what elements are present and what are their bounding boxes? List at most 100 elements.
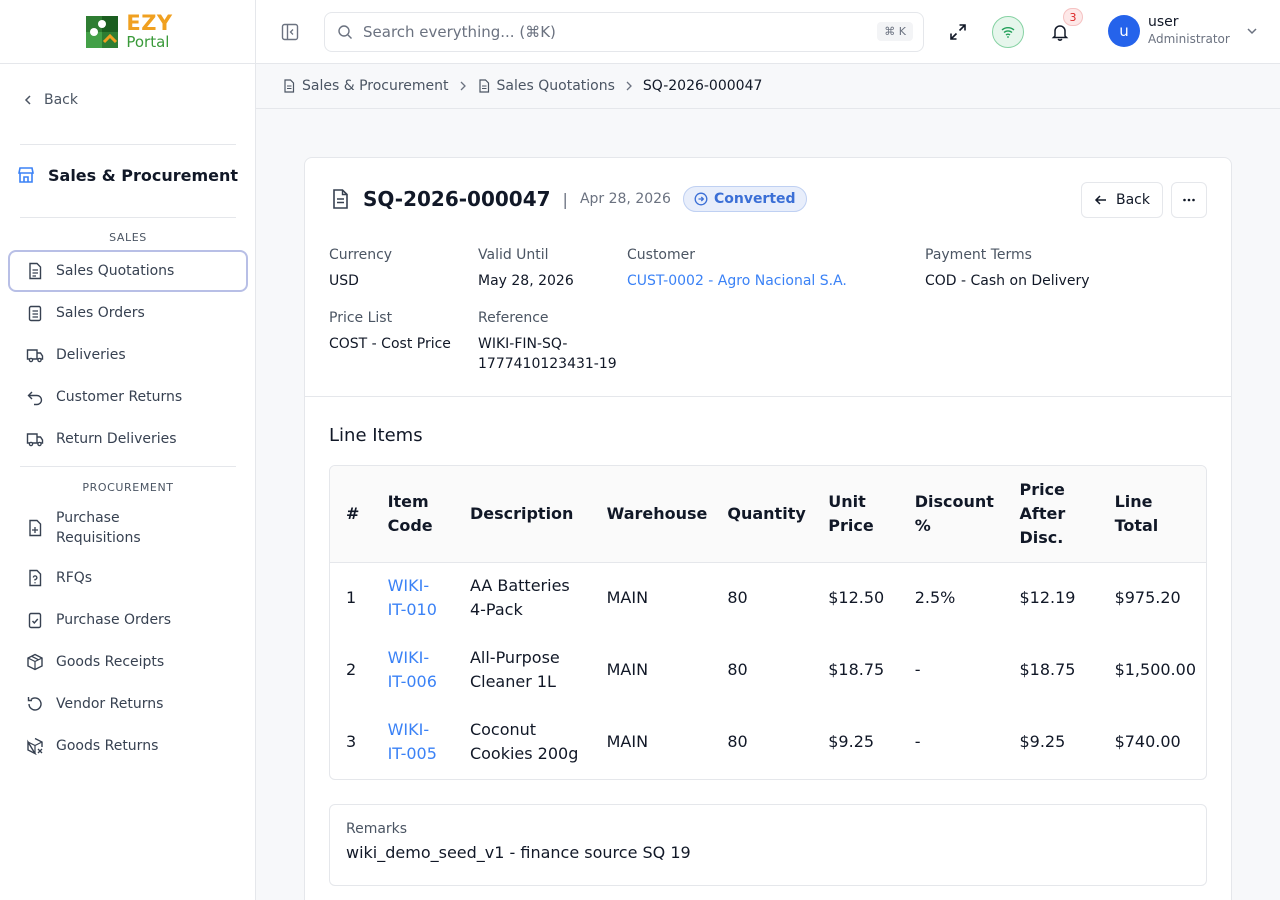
cell-price-after: $18.75 [1019,660,1076,679]
breadcrumb-item-sales-quotations[interactable]: Sales Quotations [477,78,615,94]
document-icon [26,262,44,280]
column-header: Line Total [1104,466,1206,563]
sidebar-item-return-deliveries[interactable]: Return Deliveries [8,428,248,450]
item-code-text: WIKI-IT-006 [387,648,437,691]
column-header: Warehouse [596,466,718,563]
puzzle-logo-icon [86,15,119,48]
item-code-text: WIKI-IT-010 [387,576,437,620]
sidebar-item-sales-orders[interactable]: Sales Orders [8,302,248,324]
quotation-detail-card: SQ-2026-000047 | Apr 28, 2026 Converted … [304,157,1232,900]
column-header-label: Item Code [387,491,433,535]
sidebar-item-purchase-orders[interactable]: Purchase Orders [8,609,248,631]
connection-status-button[interactable] [992,16,1024,48]
sidebar-divider [20,144,236,145]
column-header-label: Unit Price [828,491,874,535]
document-date: Apr 28, 2026 [579,191,671,207]
sidebar-item-label: Deliveries [56,347,126,363]
sidebar-item-vendor-returns[interactable]: Vendor Returns [8,693,248,715]
cell-quantity: 80 [727,732,748,751]
sidebar-item-label: Return Deliveries [56,431,177,447]
customer-link[interactable]: CUST-0002 - Agro Nacional S.A. [627,273,847,289]
field-payment-terms: Payment Terms COD - Cash on Delivery [925,247,1090,291]
field-value: May 28, 2026 [478,273,574,289]
column-header: # [330,466,378,563]
chevron-right-icon [460,81,466,91]
sidebar-item-customer-returns[interactable]: Customer Returns [8,386,248,408]
sidebar-back-link[interactable]: Back [22,92,78,108]
arrow-left-icon [1094,195,1106,205]
field-customer: Customer CUST-0002 - Agro Nacional S.A. [627,247,847,291]
sidebar-item-sales-quotations[interactable]: Sales Quotations [8,250,248,292]
document-icon [284,79,295,93]
remarks-value: wiki_demo_seed_v1 - finance source SQ 19 [346,843,691,862]
chevron-down-icon [1247,28,1257,35]
sidebar-item-label: Sales Orders [56,305,145,321]
table-row[interactable]: 3 WIKI-IT-005 Coconut Cookies 200g MAIN … [330,706,1206,778]
table-row[interactable]: 1 WIKI-IT-010 AA Batteries 4-Pack MAIN 8… [330,562,1206,634]
sidebar-divider [20,217,236,218]
description-text: Coconut Cookies 200g [469,720,579,763]
more-actions-button[interactable] [1171,182,1207,218]
sidebar-item-label: Goods Receipts [56,654,165,670]
description-text: AA Batteries 4-Pack [469,576,570,620]
card-divider [305,396,1231,397]
field-value-line2: 1777410123431-19 [478,356,617,372]
column-header: Price After Disc. [1009,466,1105,563]
chevron-left-icon [24,95,31,105]
search-box[interactable]: ⌘ K [324,12,924,52]
item-code-link[interactable]: WIKI-IT-010 [378,562,460,634]
user-menu[interactable]: u user Administrator [1108,14,1258,48]
sidebar-item-rfqs[interactable]: RFQs [8,567,248,589]
cell-discount: 2.5% [914,588,956,608]
arrow-circle-right-icon [694,192,708,206]
file-plus-icon [26,519,44,537]
back-button[interactable]: Back [1081,182,1163,218]
cell-num: 1 [346,588,357,608]
logo-ezy-text: EZY [126,11,173,35]
field-label: Payment Terms [925,247,1032,263]
panel-collapse-icon [281,23,299,41]
cell-line-total: $1,500.00 [1114,660,1196,679]
field-value: COST - Cost Price [329,336,451,352]
field-value: USD [329,273,359,289]
field-value-line1: WIKI-FIN-SQ- [478,336,568,352]
user-role: Administrator [1148,32,1230,46]
truck-icon [26,346,44,364]
cell-unit-price: $18.75 [828,660,885,679]
column-header: Item Code [377,466,460,563]
table-row[interactable]: 2 WIKI-IT-006 All-Purpose Cleaner 1L MAI… [330,634,1206,706]
document-icon [333,189,348,209]
breadcrumb-label: Sales & Procurement [302,78,449,94]
column-header: Quantity [717,466,819,563]
column-header: Description [459,466,597,563]
document-icon [478,79,489,93]
item-code-link[interactable]: WIKI-IT-006 [378,634,460,706]
field-reference: Reference WIKI-FIN-SQ- 1777410123431-19 [478,310,617,374]
sidebar-item-label: Purchase Requisitions [56,510,141,546]
rotate-ccw-icon [26,695,44,713]
logo-area: EZY Portal [0,0,255,64]
logo[interactable]: EZY Portal [82,12,172,52]
sidebar-toggle-button[interactable] [280,22,300,42]
item-code-link[interactable]: WIKI-IT-005 [378,706,460,778]
remarks-box: Remarks wiki_demo_seed_v1 - finance sour… [329,804,1207,886]
package-x-icon [26,737,44,755]
notifications-button[interactable] [1044,16,1076,48]
breadcrumb-item-sales-procurement[interactable]: Sales & Procurement [282,78,449,94]
fullscreen-button[interactable] [942,16,974,48]
sidebar-item-deliveries[interactable]: Deliveries [8,344,248,366]
sidebar-item-goods-receipts[interactable]: Goods Receipts [8,651,248,673]
sidebar: EZY Portal Back Sales & Procurement SALE… [0,0,256,900]
notification-count-badge: 3 [1063,8,1083,26]
field-currency: Currency USD [329,247,392,291]
sidebar-item-purchase-requisitions[interactable]: Purchase Requisitions [8,507,248,549]
back-label: Back [44,92,78,108]
field-value: COD - Cash on Delivery [925,273,1090,289]
more-horizontal-icon [1183,198,1195,202]
status-label: Converted [713,191,796,207]
field-valid-until: Valid Until May 28, 2026 [478,247,574,291]
sidebar-item-goods-returns[interactable]: Goods Returns [8,735,248,757]
search-input[interactable] [363,23,853,41]
field-label: Price List [329,310,393,326]
undo-arrow-icon [26,388,44,406]
